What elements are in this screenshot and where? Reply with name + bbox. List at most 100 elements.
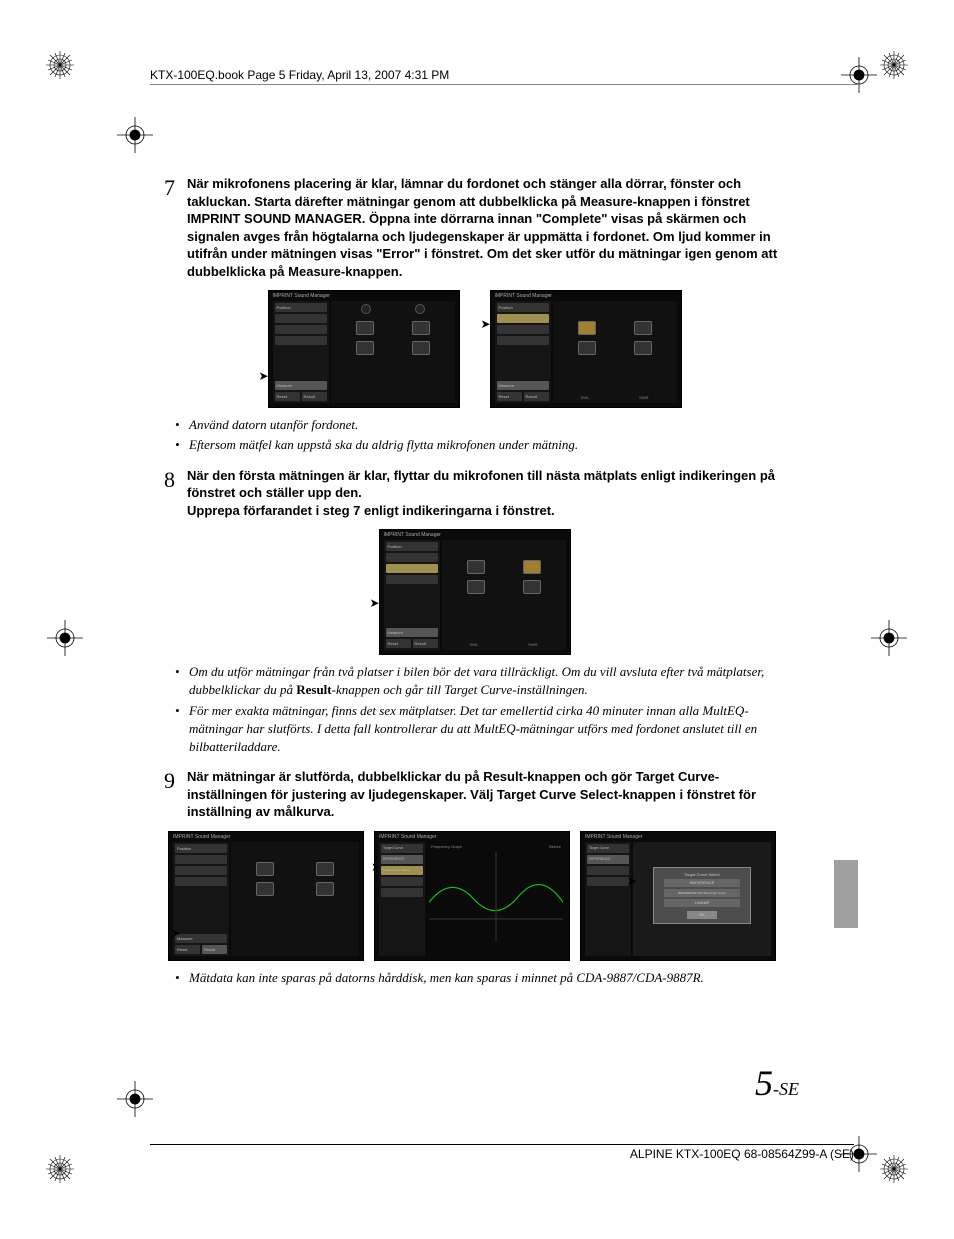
modal-backdrop: Target Curve Select REFERENCE REFERENCE … <box>633 842 771 956</box>
pointer-arrow-icon: ➤ <box>259 369 269 383</box>
target-curve-modal: Target Curve Select REFERENCE REFERENCE … <box>653 867 751 924</box>
screenshot-imprint-manager: IMPRINT Sound Manager ➤ Position Measure… <box>379 529 571 655</box>
shot-list-item <box>386 553 438 562</box>
shot-target-curve-button: Target Curve Select <box>381 866 423 875</box>
shot-title: IMPRINT Sound Manager <box>585 834 642 840</box>
footer-text: ALPINE KTX-100EQ 68-08564Z99-A (SE) <box>630 1147 854 1161</box>
screenshot-row-step7: IMPRINT Sound Manager ➤ Position Measure… <box>155 290 794 408</box>
screenshot-frequency-graph: IMPRINT Sound Manager ➤ Target Curve REF… <box>374 831 570 961</box>
crop-mark-bottom-left <box>45 1154 75 1184</box>
shot-list-item <box>386 564 438 573</box>
shot-title: IMPRINT Sound Manager <box>273 293 330 299</box>
page-num-suffix: -SE <box>773 1079 799 1099</box>
step-body: När mikrofonens placering är klar, lämna… <box>187 175 794 280</box>
step-body: När den första mätningen är klar, flytta… <box>187 467 794 520</box>
note-item: Använd datorn utanför fordonet. <box>175 416 794 434</box>
seat-icon <box>467 580 485 594</box>
step-7: 7 När mikrofonens placering är klar, läm… <box>155 175 794 280</box>
modal-ok-button: OK <box>687 911 717 919</box>
seat-icon <box>316 882 334 896</box>
shot-measure-button: Measure <box>386 628 438 637</box>
pointer-arrow-icon: ➤ <box>370 596 380 610</box>
pointer-arrow-icon: ➤ <box>171 926 181 940</box>
page-number: 5-SE <box>755 1062 799 1104</box>
crop-mark-top-right <box>879 50 909 80</box>
page-footer: ALPINE KTX-100EQ 68-08564Z99-A (SE) <box>150 1144 854 1161</box>
seat-icon <box>356 321 374 335</box>
result-label: Result <box>483 769 523 784</box>
step-text: När mätningar är slutförda, dubbelklicka… <box>187 769 483 784</box>
step-number: 7 <box>155 175 175 280</box>
note-item: Mätdata kan inte sparas på datorns hårdd… <box>175 969 794 987</box>
seat-icon <box>523 580 541 594</box>
seat-icon <box>634 321 652 335</box>
seat-icon <box>467 560 485 574</box>
seat-icon <box>578 321 596 335</box>
step8-notes: Om du utför mätningar från två platser i… <box>175 663 794 756</box>
shot-list-item <box>497 325 549 334</box>
shot-reference-label: REFERENCE <box>587 855 629 864</box>
result-label: Result <box>296 682 331 697</box>
screenshot-row-step9: IMPRINT Sound Manager Position Measure R… <box>150 831 794 961</box>
seat-icon <box>316 862 334 876</box>
shot-footer-text <box>585 950 771 958</box>
crop-mark-top-left <box>45 50 75 80</box>
shot-title: IMPRINT Sound Manager <box>384 532 441 538</box>
registration-mark <box>45 618 85 658</box>
shot-list-item <box>275 314 327 323</box>
shot-measure-button: Measure <box>497 381 549 390</box>
modal-option: REFERENCE <box>664 879 740 887</box>
shot-position-label: Position <box>275 303 327 312</box>
pointer-arrow-icon: ➤ <box>627 874 637 888</box>
step-9: 9 När mätningar är slutförda, dubbelklic… <box>155 768 794 821</box>
registration-mark <box>115 115 155 155</box>
shot-list-item <box>175 866 227 875</box>
shot-footer-text <box>495 397 677 405</box>
screenshot-imprint-manager: IMPRINT Sound Manager ➤ Position Measure… <box>490 290 682 408</box>
seat-icon <box>412 341 430 355</box>
measure-label: Measure <box>288 264 341 279</box>
shot-reset-button: Reset <box>275 392 300 401</box>
page-header: KTX-100EQ.book Page 5 Friday, April 13, … <box>150 68 859 85</box>
crop-mark-bottom-right <box>879 1154 909 1184</box>
shot-footer-text <box>384 640 566 653</box>
note-item: Eftersom mätfel kan uppstå ska du aldrig… <box>175 436 794 454</box>
thumb-index-tab <box>834 860 858 928</box>
shot-measure-button: Measure <box>175 934 227 943</box>
shot-footer-text <box>379 950 565 958</box>
modal-title: Target Curve Select <box>658 872 746 877</box>
shot-result-button: Result <box>302 392 327 401</box>
step-text: Upprepa förfarandet i steg 7 enligt indi… <box>187 502 794 520</box>
page-num-value: 5 <box>755 1063 773 1103</box>
seat-icon <box>578 341 596 355</box>
shot-list-item <box>587 866 629 875</box>
seat-icon <box>634 341 652 355</box>
step-text: -knappen. <box>341 264 402 279</box>
shot-position-label: Position <box>386 542 438 551</box>
shot-list-item <box>587 877 629 886</box>
screenshot-target-curve-modal: IMPRINT Sound Manager Target Curve REFER… <box>580 831 776 961</box>
before-label: Before <box>549 844 561 849</box>
note-text: -knappen och går till Target Curve-instä… <box>332 682 588 697</box>
frequency-graph: Frequency Graph Before <box>427 842 565 956</box>
shot-footer-text <box>273 401 455 405</box>
speaker-icon <box>361 304 371 314</box>
seat-icon <box>256 882 274 896</box>
shot-title: IMPRINT Sound Manager <box>379 834 436 840</box>
graph-label: Frequency Graph <box>431 844 462 849</box>
shot-list-item <box>381 877 423 886</box>
step-body: När mätningar är slutförda, dubbelklicka… <box>187 768 794 821</box>
shot-list-item <box>497 336 549 345</box>
seat-icon <box>523 560 541 574</box>
speaker-icon <box>415 304 425 314</box>
step-text: När den första mätningen är klar, flytta… <box>187 467 794 502</box>
shot-list-item <box>386 575 438 584</box>
shot-list-item <box>175 855 227 864</box>
screenshot-imprint-manager: IMPRINT Sound Manager ➤ Position Measure… <box>268 290 460 408</box>
shot-list-item <box>381 888 423 897</box>
screenshot-row-step8: IMPRINT Sound Manager ➤ Position Measure… <box>155 529 794 655</box>
shot-measure-button: Measure <box>275 381 327 390</box>
seat-icon <box>356 341 374 355</box>
registration-mark <box>869 618 909 658</box>
shot-title: IMPRINT Sound Manager <box>495 293 552 299</box>
